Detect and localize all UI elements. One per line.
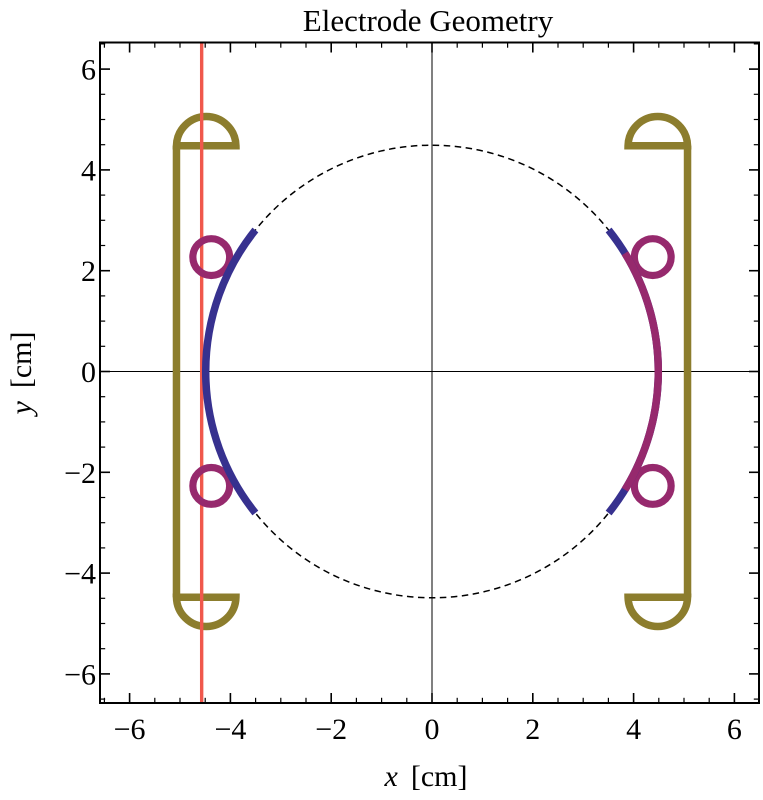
shield-cap-3 (624, 593, 692, 631)
x-tick-label: −6 (114, 713, 146, 746)
plot-frame (99, 41, 760, 704)
x-tick-label: −4 (214, 713, 246, 746)
y-tick-label: −6 (64, 658, 96, 691)
shield-cap-2 (624, 112, 692, 150)
plot-shapes: −6 −4 −2 0 2 4 6 −6 −4 −2 0 2 4 6 (64, 41, 760, 746)
x-tick-label: 0 (425, 713, 440, 746)
x-axis-unit: [cm] (411, 760, 468, 793)
right-purple-electrode-arc (621, 251, 663, 492)
x-tick-label: −2 (315, 713, 347, 746)
y-tick-label: 4 (81, 154, 96, 187)
y-axis-variable: y (5, 400, 38, 417)
y-axis-label: y [cm] (5, 332, 38, 418)
guard-ring-0 (189, 235, 234, 280)
y-tick-label: −2 (64, 457, 96, 490)
y-tick-label: −4 (64, 558, 96, 591)
x-tick-label: 4 (626, 713, 641, 746)
y-tick-label: 0 (81, 356, 96, 389)
x-axis-variable: x (384, 760, 399, 793)
x-axis-label: x [cm] (384, 760, 468, 793)
y-axis-unit: [cm] (5, 332, 38, 389)
shield-cap-1 (172, 593, 240, 631)
guard-ring-3 (630, 463, 675, 508)
shield-cap-0 (172, 112, 240, 150)
left-blue-electrode-arc (202, 227, 259, 516)
x-tick-label: 6 (727, 713, 742, 746)
plot-title: Electrode Geometry (303, 3, 554, 38)
y-tick-label: 6 (81, 54, 96, 87)
x-tick-label: 2 (525, 713, 540, 746)
guard-ring-2 (630, 235, 675, 280)
guard-ring-1 (189, 463, 234, 508)
y-tick-label: 2 (81, 255, 96, 288)
